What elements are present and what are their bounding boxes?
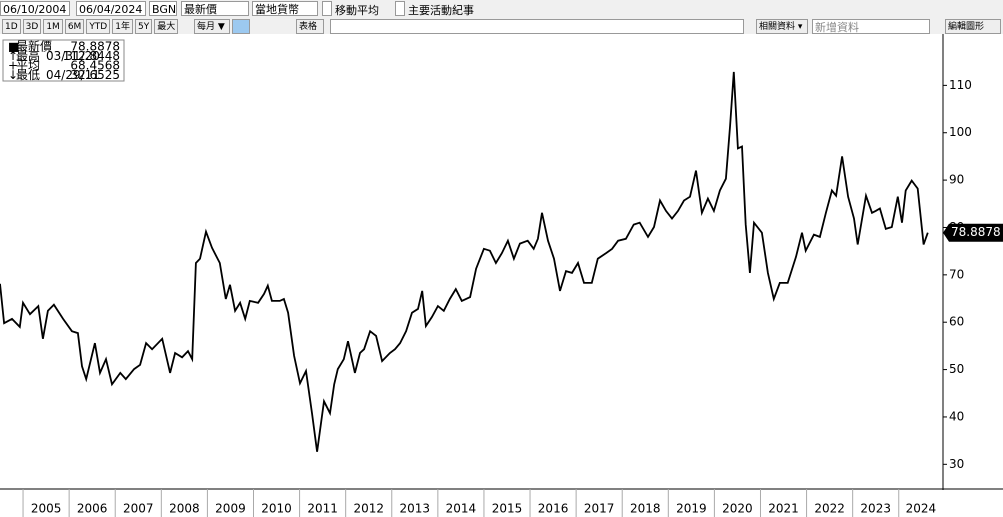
table-button[interactable]: 表格 <box>296 19 324 34</box>
legend-value: 78.8878 <box>70 40 120 54</box>
x-tick-label: 2008 <box>169 502 200 516</box>
range-button[interactable]: 1D <box>2 19 21 34</box>
legend-date: 04/29/11 <box>46 68 100 82</box>
toolbar-row <box>0 0 1003 18</box>
legend-name: 最高 <box>16 48 40 63</box>
x-tick-label: 2024 <box>906 502 937 516</box>
range-button[interactable]: 3D <box>22 19 42 34</box>
range-button[interactable]: 最大 <box>154 19 179 34</box>
legend-name: 最低 <box>16 68 40 82</box>
x-tick-label: 2018 <box>630 502 661 516</box>
legend-icon: ↑ <box>8 49 18 63</box>
moving-average[interactable]: 移動平均 <box>335 4 379 17</box>
legend-icon: + <box>8 59 18 73</box>
price-line <box>0 71 929 452</box>
y-tick-label: 50 <box>949 362 964 376</box>
x-tick-label: 2005 <box>31 502 62 516</box>
x-tick-label: 2023 <box>860 502 891 516</box>
x-tick-label: 2012 <box>353 502 384 516</box>
range-buttons: 1D 3D 1M 6M YTD 1年 5Y 最大 <box>2 19 179 34</box>
legend-icon: ↓ <box>8 68 18 82</box>
y-tick-label: 30 <box>949 457 964 471</box>
y-tick-label: 100 <box>949 125 972 139</box>
y-tick-label: 70 <box>949 267 964 281</box>
x-tick-label: 2011 <box>307 502 338 516</box>
x-tick-label: 2020 <box>722 502 753 516</box>
y-tick-label: 40 <box>949 409 964 423</box>
field-select[interactable]: 最新價 <box>181 1 249 16</box>
currency-select[interactable]: 當地貨幣 <box>252 1 318 16</box>
price-tag <box>943 223 1003 242</box>
x-tick-label: 2015 <box>492 502 523 516</box>
chart: 3040506070809010011020052006200720082009… <box>0 34 1003 517</box>
checkbox[interactable] <box>395 1 405 16</box>
button[interactable] <box>232 19 250 34</box>
x-tick-label: 2021 <box>768 502 799 516</box>
legend-name: 平均 <box>16 59 40 73</box>
end-date[interactable]: 06/04/2024 <box>76 1 146 16</box>
x-tick-label: 2017 <box>584 502 615 516</box>
range-button[interactable]: 6M <box>64 19 85 34</box>
x-tick-label: 2022 <box>814 502 845 516</box>
y-tick-label: 60 <box>949 315 964 329</box>
x-tick-label: 2009 <box>215 502 246 516</box>
period-select[interactable]: 每月 ▼ <box>194 19 230 34</box>
legend-value: 32.6525 <box>70 68 120 82</box>
x-tick-label: 2006 <box>77 502 108 516</box>
range-button[interactable]: 5Y <box>134 19 153 34</box>
legend-value: 112.8448 <box>63 49 120 63</box>
x-tick-label: 2019 <box>676 502 707 516</box>
checkbox[interactable] <box>322 1 332 16</box>
input[interactable] <box>330 19 744 34</box>
legend-date: 03/31/20 <box>46 49 100 63</box>
x-tick-label: 2007 <box>123 502 154 516</box>
legend-box <box>2 39 125 82</box>
price-tag-label: 78.8878 <box>951 225 1001 239</box>
x-tick-label: 2013 <box>400 502 431 516</box>
range-button[interactable]: 1M <box>43 19 63 34</box>
y-tick-label: 90 <box>949 173 964 187</box>
start-date[interactable]: 06/10/2004 <box>0 1 70 16</box>
x-tick-label: 2016 <box>538 502 569 516</box>
y-tick-label: 110 <box>949 78 972 92</box>
edit-chart-button[interactable]: 編輯圖形 <box>945 19 1001 34</box>
add-data[interactable]: 新增資料 <box>812 19 930 34</box>
range-button[interactable]: 1年 <box>112 19 133 34</box>
range-button[interactable]: YTD <box>86 19 111 34</box>
related-button[interactable]: 相關資料 ▾ <box>756 19 808 34</box>
legend-icon: ■ <box>8 40 19 54</box>
events[interactable]: 主要活動紀事 <box>408 4 474 17</box>
security[interactable]: BGN <box>149 1 177 16</box>
x-tick-label: 2010 <box>261 502 292 516</box>
legend-value: 68.4568 <box>70 59 120 73</box>
x-tick-label: 2014 <box>446 502 477 516</box>
legend-name: 最新價 <box>16 39 52 54</box>
